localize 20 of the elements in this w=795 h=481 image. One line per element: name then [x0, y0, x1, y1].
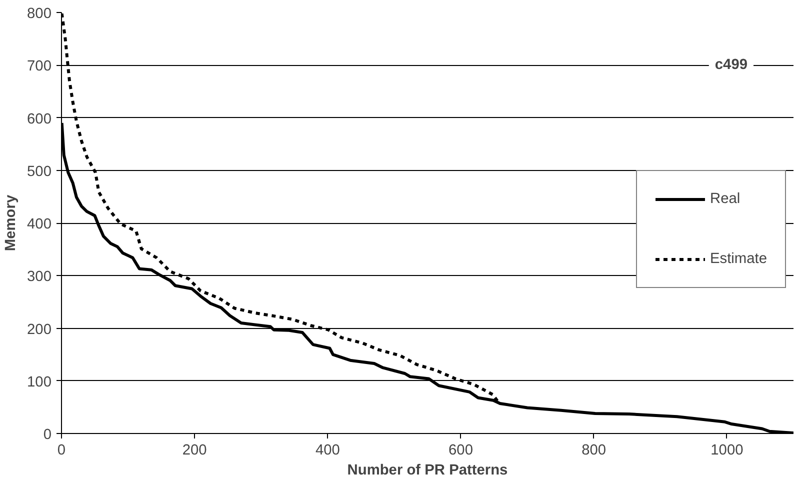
- y-tick-label: 800: [27, 6, 52, 22]
- x-tick-label: 200: [182, 442, 207, 458]
- y-tick-label: 700: [27, 58, 52, 75]
- x-tick-label: 600: [448, 442, 474, 458]
- x-axis-title: Number of PR Patterns: [347, 462, 508, 478]
- x-tick-label: 1000: [710, 442, 744, 458]
- y-tick-label: 600: [27, 111, 52, 128]
- x-tick-label: 400: [315, 442, 340, 458]
- x-tick-label: 800: [582, 442, 606, 458]
- y-tick-label: 0: [43, 427, 52, 443]
- annotation: c499: [714, 57, 748, 74]
- x-tick-label: 0: [57, 442, 66, 458]
- y-tick-label: 300: [27, 269, 52, 286]
- y-axis-title: Memory: [3, 194, 20, 252]
- y-tick-label: 200: [27, 322, 52, 338]
- y-tick-label: 500: [27, 164, 52, 180]
- legend-label: Real: [710, 191, 740, 207]
- y-tick-label: 100: [27, 374, 52, 390]
- legend-label: Estimate: [710, 251, 768, 267]
- y-tick-label: 400: [27, 216, 52, 232]
